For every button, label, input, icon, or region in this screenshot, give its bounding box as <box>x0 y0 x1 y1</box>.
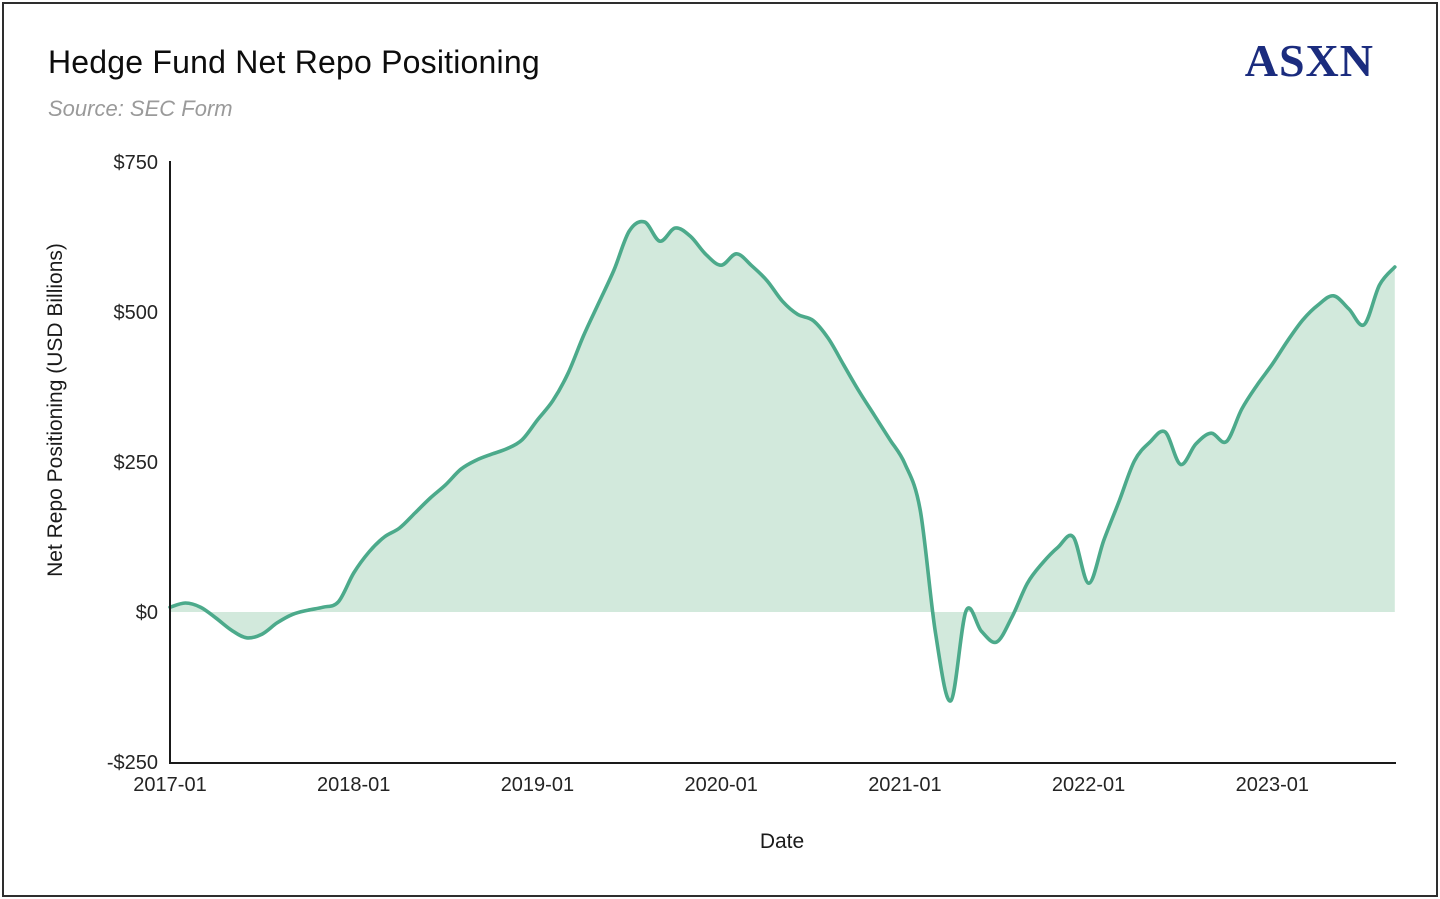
x-tick-label: 2022-01 <box>1052 774 1125 796</box>
y-tick-label: $250 <box>114 452 159 474</box>
series-area-fill <box>170 221 1395 702</box>
x-tick-label: 2020-01 <box>684 774 757 796</box>
x-axis-tick-labels: 2017-01 2018-01 2019-01 2020-01 2021-01 2022-… <box>133 774 1309 796</box>
x-tick-label: 2017-01 <box>133 774 206 796</box>
y-tick-label: $500 <box>114 302 159 324</box>
asxn-logo: ASXN <box>1244 35 1374 86</box>
y-tick-label: $0 <box>136 602 158 624</box>
y-axis-title: Net Repo Positioning (USD Billions) <box>44 243 67 577</box>
y-tick-label: -$250 <box>107 752 158 774</box>
chart-source-subtitle: Source: SEC Form <box>48 96 233 121</box>
x-tick-label: 2021-01 <box>868 774 941 796</box>
x-axis-title: Date <box>760 830 804 853</box>
x-tick-label: 2018-01 <box>317 774 390 796</box>
series-line <box>168 219 1397 703</box>
x-tick-label: 2023-01 <box>1236 774 1309 796</box>
y-tick-label: $750 <box>114 152 159 174</box>
y-axis-tick-labels: -$250 $0 $250 $500 $750 <box>107 152 158 774</box>
chart-title: Hedge Fund Net Repo Positioning <box>48 44 540 80</box>
x-tick-label: 2019-01 <box>501 774 574 796</box>
